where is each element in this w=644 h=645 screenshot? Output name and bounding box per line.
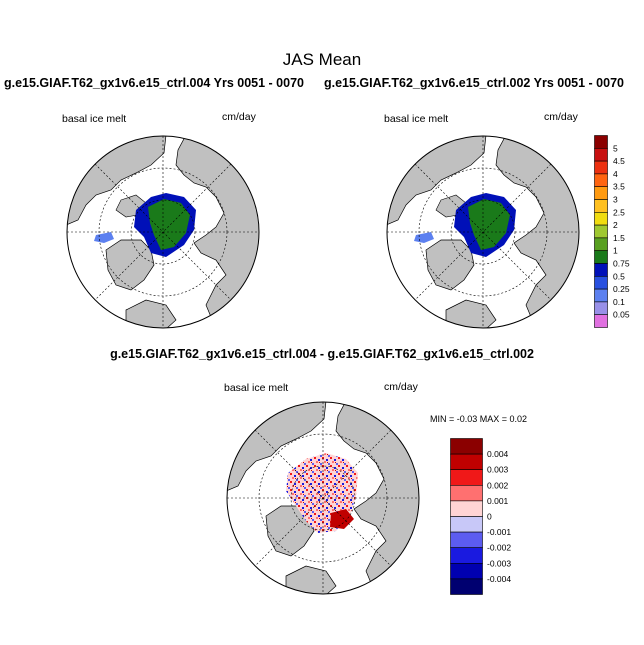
- land-bottom: [285, 565, 337, 594]
- colorbar-main-swatch: [594, 186, 608, 200]
- colorbar-diff-label: -0.004: [487, 574, 511, 584]
- colorbar-diff-swatch: [450, 438, 483, 455]
- colorbar-diff-swatch: [450, 531, 483, 548]
- land-bottom: [445, 299, 497, 328]
- colorbar-main-label: 0.25: [613, 284, 630, 294]
- colorbar-diff-swatch: [450, 547, 483, 564]
- colorbar-main-swatch: [594, 199, 608, 213]
- colorbar-main-swatch: [594, 173, 608, 188]
- colorbar-main-label: 3.5: [613, 182, 625, 192]
- colorbar-main-label: 3: [613, 194, 618, 204]
- colorbar-diff-label: 0.003: [487, 465, 509, 475]
- land-greenland: [425, 239, 475, 291]
- difference-title: g.e15.GIAF.T62_gx1v6.e15_ctrl.004 - g.e1…: [110, 347, 534, 361]
- colorbar-main-swatch: [594, 212, 608, 226]
- diff-min-max: MIN = -0.03 MAX = 0.02: [430, 414, 528, 424]
- diff-field-red: [330, 509, 354, 529]
- land-greenland: [265, 505, 315, 557]
- colorbar-main-label: 5: [613, 143, 618, 153]
- colorbar-main-swatch: [594, 263, 608, 277]
- colorbar-diff-swatch: [450, 484, 483, 502]
- page-title: JAS Mean: [282, 50, 362, 69]
- colorbar-diff-label: 0.001: [487, 496, 509, 506]
- colorbar-main-swatch: [594, 160, 608, 175]
- colorbar-diff-label: 0.004: [487, 449, 509, 459]
- panel-left-case-title: g.e15.GIAF.T62_gx1v6.e15_ctrl.004 Yrs 00…: [4, 76, 304, 90]
- colorbar-diff-label: -0.003: [487, 558, 511, 568]
- melt-field-green: [468, 199, 510, 250]
- melt-field-green: [148, 199, 190, 250]
- colorbar-main-label: 4: [613, 169, 618, 179]
- colorbar-main-swatch: [594, 314, 608, 328]
- polar-map-difference: [226, 401, 420, 595]
- panel-left-variable-label: basal ice melt: [62, 113, 127, 125]
- colorbar-main-label: 0.5: [613, 271, 625, 281]
- colorbar-diff-label: -0.001: [487, 527, 511, 537]
- colorbar-main-label: 0.75: [613, 258, 630, 268]
- diff-units: cm/day: [384, 381, 418, 393]
- land-bottom: [125, 299, 177, 328]
- colorbar-main-swatch: [594, 224, 608, 239]
- colorbar-diff-swatch: [450, 469, 483, 486]
- colorbar-diff-swatch: [450, 500, 483, 517]
- colorbar-diff-swatch: [450, 453, 483, 471]
- panel-left-units: cm/day: [222, 111, 256, 123]
- land-greenland: [105, 239, 155, 291]
- panel-right-case-title: g.e15.GIAF.T62_gx1v6.e15_ctrl.002 Yrs 00…: [324, 76, 624, 90]
- colorbar-main-swatch: [594, 237, 608, 252]
- colorbar-diff-label: 0.002: [487, 480, 509, 490]
- colorbar-main-label: 2: [613, 220, 618, 230]
- colorbar-main-label: 2.5: [613, 207, 625, 217]
- colorbar-main-label: 0.05: [613, 310, 630, 320]
- colorbar-main-swatch: [594, 135, 608, 149]
- colorbar-main-label: 0.1: [613, 297, 625, 307]
- panel-right-units: cm/day: [544, 111, 578, 123]
- polar-map-left: [66, 135, 260, 329]
- colorbar-main-label: 1.5: [613, 233, 625, 243]
- colorbar-diff-swatch: [450, 578, 483, 595]
- colorbar-difference: 0.004 0.003 0.002 0.001 0 -0.001 -0.002 -0.003 -…: [450, 438, 511, 595]
- colorbar-main-label: 1: [613, 246, 618, 256]
- colorbar-main-swatch: [594, 301, 608, 315]
- colorbar-diff-swatch: [450, 516, 483, 533]
- panel-right-variable-label: basal ice melt: [384, 113, 449, 125]
- colorbar-main-label: 4.5: [613, 156, 625, 166]
- polar-map-right: [386, 135, 580, 329]
- colorbar-main-swatch: [594, 148, 608, 162]
- colorbar-main-swatch: [594, 276, 608, 290]
- colorbar-main-swatch: [594, 250, 608, 264]
- colorbar-diff-label: -0.002: [487, 543, 511, 553]
- diff-variable-label: basal ice melt: [224, 382, 289, 394]
- colorbar-main-swatch: [594, 288, 608, 303]
- colorbar-diff-swatch: [450, 563, 483, 580]
- colorbar-main: 5 4.5 4 3.5 3 2.5 2 1.5 1 0.75 0.5 0.25 0.1 0.05: [594, 135, 630, 328]
- colorbar-diff-label: 0: [487, 511, 492, 521]
